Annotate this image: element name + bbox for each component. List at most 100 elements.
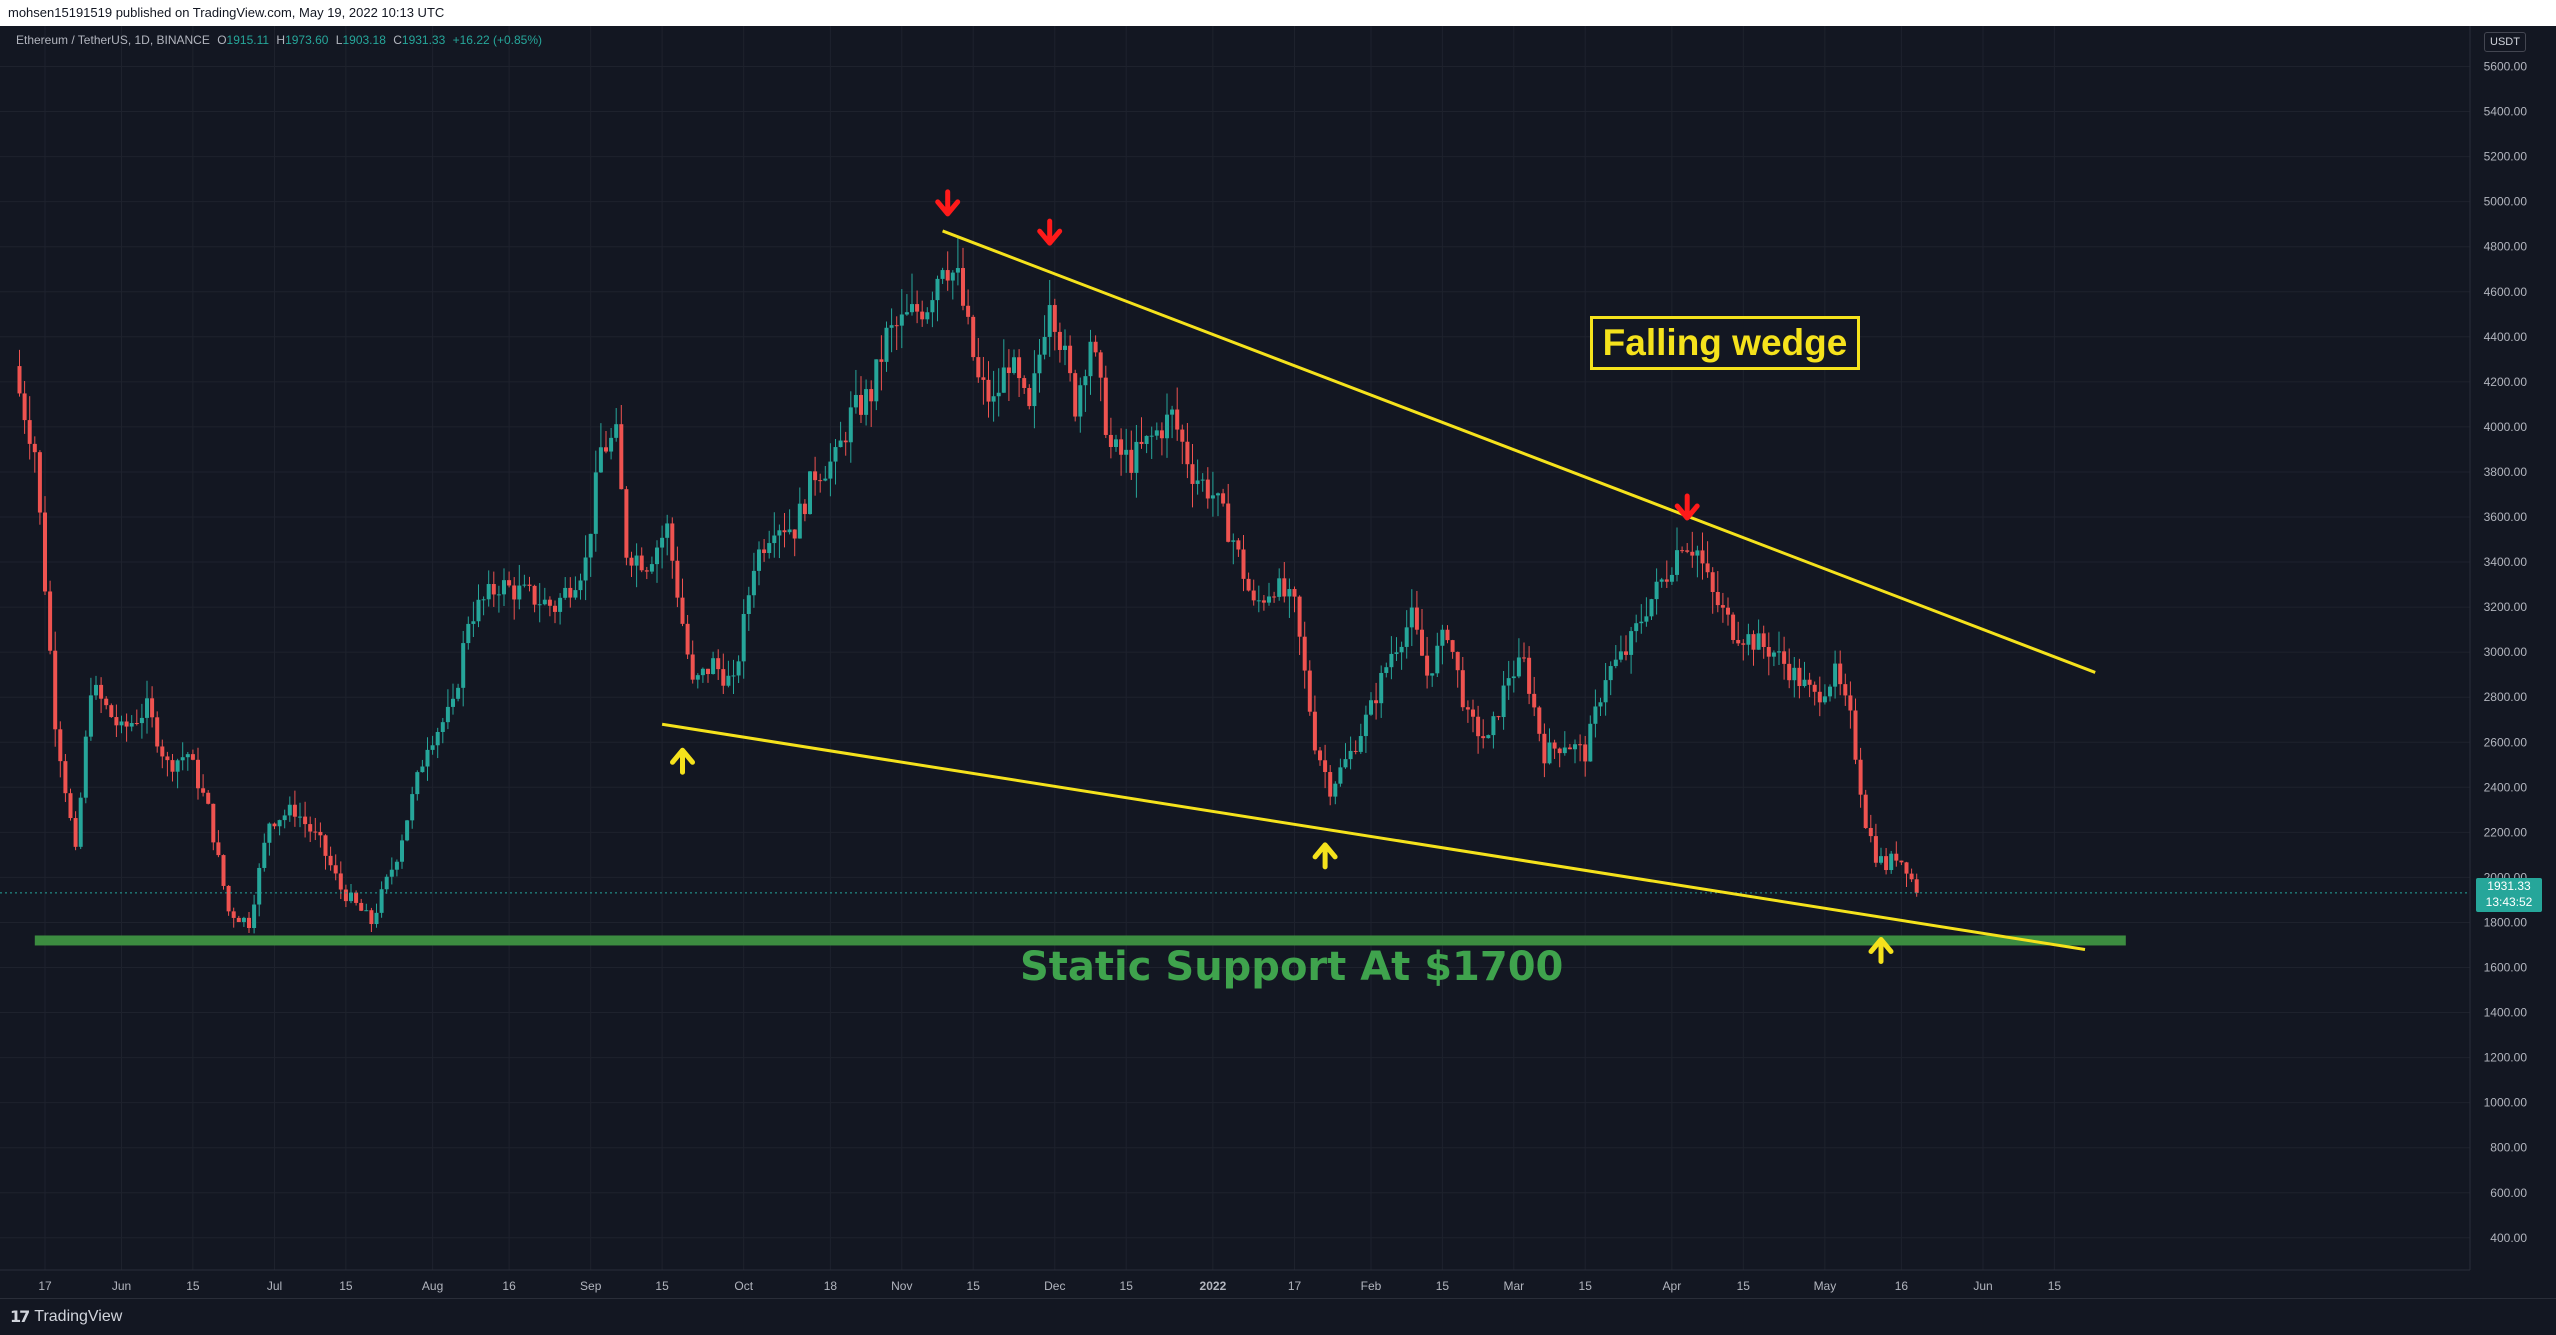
candle-body (721, 669, 726, 686)
candle-body (1532, 693, 1537, 708)
symbol-info[interactable]: Ethereum / TetherUS, 1D, BINANCE (16, 33, 210, 47)
time-tick-label: 15 (1737, 1279, 1751, 1293)
candle-body (1613, 659, 1618, 667)
arrow-down-icon (1037, 218, 1063, 246)
currency-badge[interactable]: USDT (2484, 32, 2526, 52)
candle-body (1241, 549, 1246, 579)
candle-body (1557, 748, 1562, 754)
time-tick-label: 15 (2048, 1279, 2062, 1293)
time-tick-label: 15 (1579, 1279, 1593, 1293)
candle-body (1129, 449, 1134, 473)
candle-body (1802, 679, 1807, 687)
time-tick-label: 15 (186, 1279, 200, 1293)
candle-body (1782, 651, 1787, 664)
candle-body (139, 717, 144, 724)
candle-body (1603, 680, 1608, 703)
candle-body (83, 736, 88, 798)
candle-body (797, 503, 802, 539)
candle-body (445, 706, 450, 723)
candle-body (1680, 550, 1685, 552)
candle-body (1445, 629, 1450, 641)
candle-body (1731, 614, 1736, 640)
candle-body (272, 823, 277, 827)
candle-body (685, 623, 690, 655)
candle-body (848, 407, 853, 443)
time-axis[interactable]: 17 Jun 15 Jul 15 Aug 16 Sep 15 Oct 18 Nov 15 Dec 15 202… (0, 1269, 2470, 1293)
candle-body (741, 613, 746, 662)
candle-body (624, 489, 629, 558)
candle-body (343, 889, 348, 902)
candle-body (1669, 574, 1674, 582)
candle-body (1358, 736, 1363, 752)
price-chart[interactable]: 5600.00 5400.00 5200.00 5000.00 4800.00 4600.… (0, 26, 2556, 1298)
candle-body (1726, 607, 1730, 615)
candle-body (1476, 716, 1481, 737)
candle-body (1583, 744, 1588, 762)
candle-body (58, 729, 63, 762)
tradingview-logo[interactable]: 17 TradingView (10, 1307, 122, 1326)
candle-body (1068, 345, 1073, 374)
price-tick-label: 2400.00 (2484, 780, 2528, 794)
candle-body (1746, 634, 1751, 645)
candle-body (160, 746, 165, 757)
candle-body (1909, 873, 1914, 880)
candle-body (292, 804, 297, 817)
candle-body (614, 424, 619, 438)
candle-body (843, 440, 848, 443)
candle-body (32, 443, 37, 453)
candle-body (221, 855, 226, 886)
candle-body (757, 549, 761, 571)
candle-body (1307, 670, 1312, 712)
candle-body (313, 831, 318, 833)
candle-body (1114, 439, 1118, 447)
candle-body (940, 270, 945, 279)
time-tick-label: Sep (580, 1279, 602, 1293)
candle-body (119, 721, 124, 726)
candle-body (63, 761, 68, 794)
candle-body (1399, 646, 1404, 653)
candle-body (1471, 709, 1475, 717)
candle-body (364, 910, 369, 912)
candle-body (1022, 378, 1027, 388)
candle-body (915, 304, 920, 312)
candle-body (1343, 759, 1348, 768)
candle-body (206, 792, 211, 804)
candle-body (1516, 657, 1521, 677)
candle-body (1720, 605, 1725, 608)
price-tick-label: 1800.00 (2484, 915, 2528, 929)
candle-body (1348, 750, 1353, 760)
price-axis[interactable]: 5600.00 5400.00 5200.00 5000.00 4800.00 4600.… (2469, 26, 2528, 1270)
candle-body (1083, 376, 1088, 386)
candle-body (1817, 691, 1822, 703)
candle-body (859, 394, 863, 415)
candle-body (1001, 367, 1006, 393)
candle-body (598, 447, 603, 473)
candle-body (1154, 430, 1159, 436)
candle-body (175, 760, 180, 772)
candle-body (869, 389, 874, 402)
time-tick-label: Feb (1361, 1279, 1382, 1293)
time-tick-label: 15 (1436, 1279, 1450, 1293)
candle-body (1690, 551, 1695, 556)
candle-body (298, 816, 302, 818)
candle-body (1465, 707, 1470, 710)
candle-body (1511, 676, 1516, 679)
candle-body (1404, 627, 1409, 647)
candle-body (323, 835, 328, 856)
candle-body (1318, 750, 1322, 761)
candle-body (1547, 742, 1552, 764)
candle-body (542, 599, 547, 605)
time-tick-label: 18 (824, 1279, 838, 1293)
support-zone (34, 935, 2126, 946)
candle-body (247, 917, 251, 928)
candle-body (1144, 435, 1149, 444)
time-tick-label: Jun (112, 1279, 131, 1293)
candle-body (1440, 629, 1445, 646)
candle-body (420, 766, 425, 773)
candle-body (226, 885, 231, 912)
support-band (34, 935, 2126, 946)
candle-body (558, 597, 563, 612)
candle-body (1216, 493, 1220, 496)
price-tick-label: 2200.00 (2484, 825, 2528, 839)
candle-body (211, 803, 216, 843)
